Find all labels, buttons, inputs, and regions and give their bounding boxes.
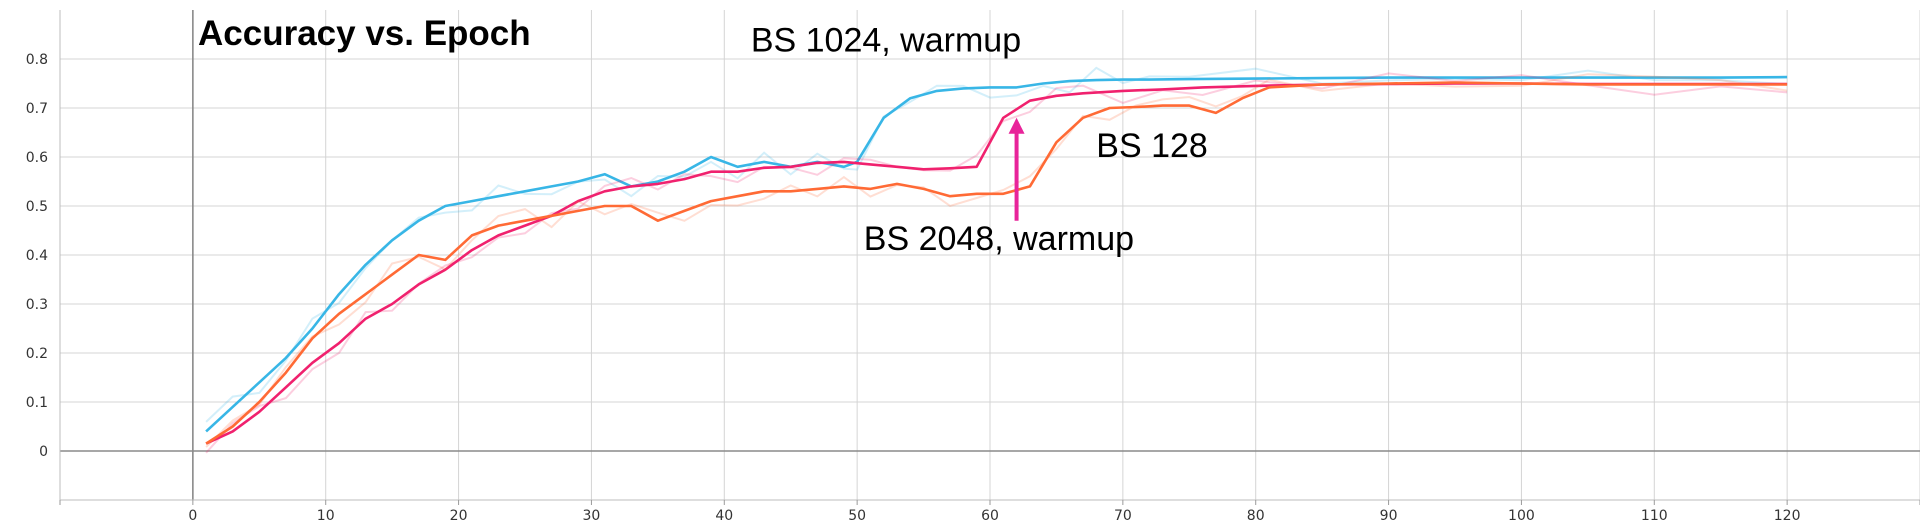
x-tick-label: 30	[583, 508, 601, 524]
y-tick-label: 0.1	[26, 395, 48, 411]
chart-title: Accuracy vs. Epoch	[198, 14, 531, 53]
x-tick-label: 60	[981, 508, 999, 524]
x-tick-label: 90	[1380, 508, 1398, 524]
annotation-label: BS 2048, warmup	[864, 220, 1134, 258]
series-lines	[205, 66, 1788, 454]
annotation-label: BS 1024, warmup	[751, 22, 1021, 60]
y-tick-label: 0.4	[26, 248, 48, 264]
y-tick-label: 0.6	[26, 150, 48, 166]
x-tick-label: 40	[715, 508, 733, 524]
y-tick-label: 0.7	[26, 101, 48, 117]
annotation-label: BS 128	[1096, 127, 1208, 165]
annotations: BS 1024, warmup BS 128 BS 2048, warmup	[751, 22, 1208, 258]
tick-labels: 0 10 20 30 40 50 60 70 80 90 100 110 120 0 0.1 0.2 0.3 0.…	[26, 52, 1801, 524]
y-tick-label: 0.8	[26, 52, 48, 68]
y-tick-label: 0.2	[26, 346, 48, 362]
x-tick-label: 20	[450, 508, 468, 524]
series-line	[205, 82, 1788, 445]
x-tick-label: 50	[848, 508, 866, 524]
grid	[59, 10, 1920, 501]
axes	[59, 10, 1920, 505]
series-raw-line	[205, 73, 1788, 448]
series-raw-line	[205, 66, 1788, 423]
x-tick-label: 0	[188, 508, 197, 524]
y-tick-label: 0	[39, 444, 48, 460]
series-line	[205, 81, 1788, 445]
x-tick-label: 100	[1508, 508, 1535, 524]
x-tick-label: 110	[1641, 508, 1668, 524]
x-tick-label: 120	[1774, 508, 1801, 524]
x-tick-label: 80	[1247, 508, 1265, 524]
y-tick-label: 0.5	[26, 199, 48, 215]
x-tick-label: 10	[317, 508, 335, 524]
x-tick-label: 70	[1114, 508, 1132, 524]
annotation-arrow-head	[1008, 117, 1025, 134]
y-tick-label: 0.3	[26, 297, 48, 313]
